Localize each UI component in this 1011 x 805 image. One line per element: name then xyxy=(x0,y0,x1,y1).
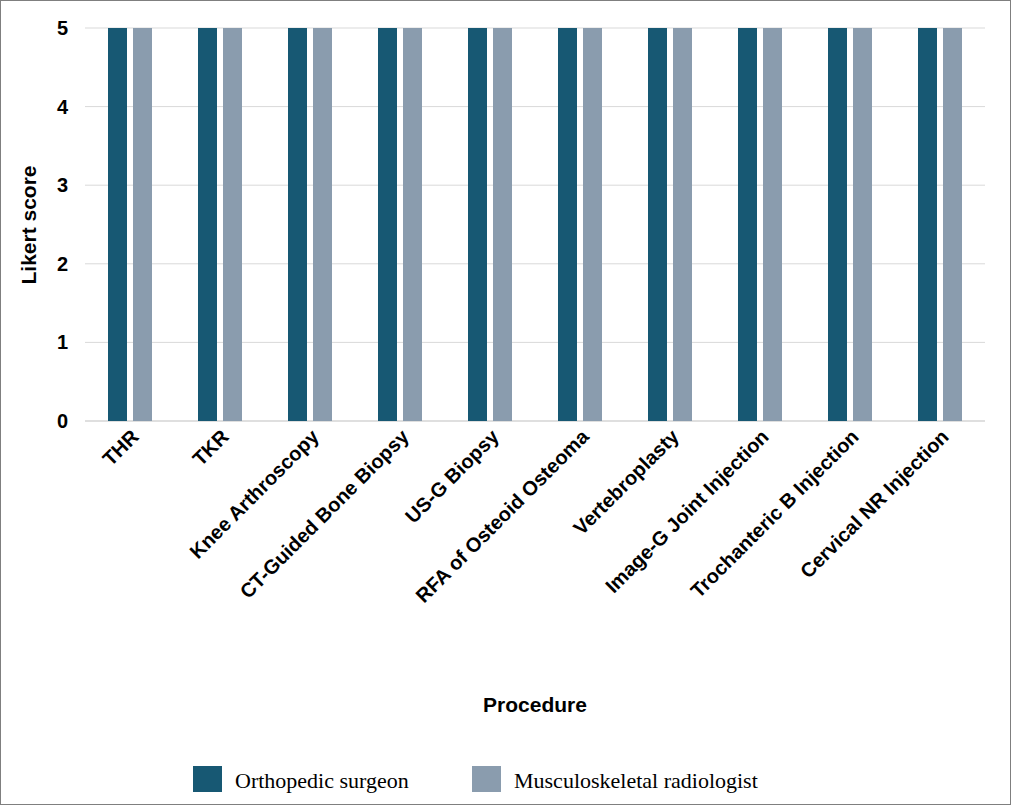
bar xyxy=(738,28,757,421)
bar xyxy=(403,28,422,421)
legend-swatch xyxy=(472,766,501,792)
bar xyxy=(828,28,847,421)
bar xyxy=(468,28,487,421)
grid-line xyxy=(85,421,985,422)
chart: 012345THRTKRKnee ArthroscopyCT-Guided Bo… xyxy=(0,0,1011,805)
bar xyxy=(943,28,962,421)
bar xyxy=(763,28,782,421)
y-tick-label: 3 xyxy=(57,174,68,196)
x-tick-label: TKR xyxy=(188,425,233,470)
bars xyxy=(108,28,962,421)
grid-line xyxy=(85,185,985,186)
x-tick-label: US-G Biopsy xyxy=(401,425,504,528)
bar xyxy=(223,28,242,421)
bar xyxy=(918,28,937,421)
bar xyxy=(648,28,667,421)
legend-label: Orthopedic surgeon xyxy=(235,768,409,793)
bar xyxy=(673,28,692,421)
frame xyxy=(1,1,1011,805)
grid-line xyxy=(85,342,985,343)
y-tick-label: 5 xyxy=(57,17,68,39)
grid-line xyxy=(85,263,985,264)
x-tick-label: CT-Guided Bone Biopsy xyxy=(235,425,413,603)
bar xyxy=(558,28,577,421)
y-tick-label: 2 xyxy=(57,253,68,275)
grid-line xyxy=(85,28,985,29)
grid-line xyxy=(85,106,985,107)
y-tick-label: 1 xyxy=(57,331,68,353)
x-tick-label: RFA of Osteoid Osteoma xyxy=(411,425,593,607)
bar xyxy=(198,28,217,421)
x-axis-title: Procedure xyxy=(483,693,587,716)
x-tick-label: Cervical NR Injection xyxy=(796,425,953,582)
x-tick-label: THR xyxy=(98,425,143,470)
y-axis-title: Likert score xyxy=(17,165,40,284)
y-axis-line xyxy=(85,28,86,421)
y-tick-label: 4 xyxy=(57,96,69,118)
bar xyxy=(108,28,127,421)
y-tick-label: 0 xyxy=(57,410,68,432)
legend-label: Musculoskeletal radiologist xyxy=(514,768,758,793)
bar xyxy=(288,28,307,421)
bar xyxy=(313,28,332,421)
legend-swatch xyxy=(193,766,222,792)
x-tick-label: Image-G Joint Injection xyxy=(601,425,773,597)
bar xyxy=(493,28,512,421)
x-tick-label: Trochanteric B Injection xyxy=(686,425,863,602)
bar xyxy=(133,28,152,421)
bar xyxy=(378,28,397,421)
bar xyxy=(583,28,602,421)
bar xyxy=(853,28,872,421)
